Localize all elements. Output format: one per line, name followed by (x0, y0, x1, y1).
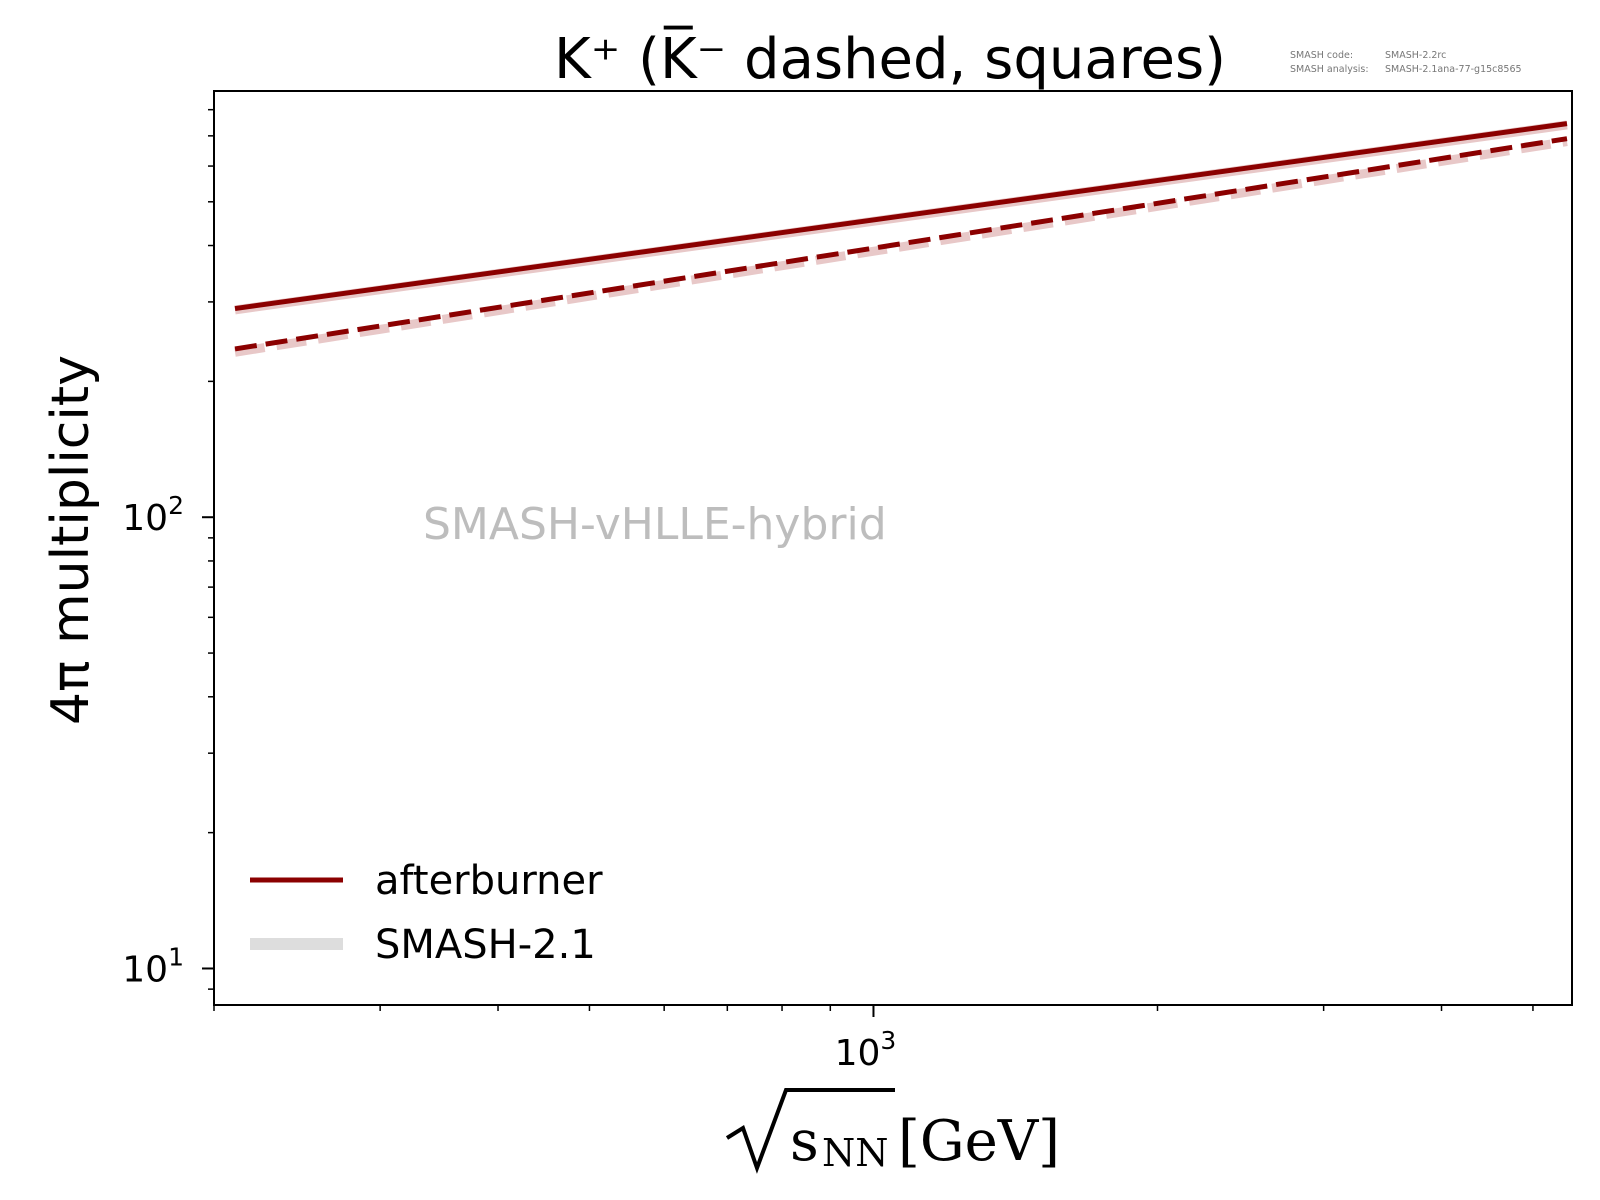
y-tick-label: 102 (122, 491, 184, 539)
y-tick-label-exponent: 2 (168, 491, 184, 520)
y-tick-label-base: 10 (122, 498, 168, 539)
series-line-afterburner-kminus (234, 136, 1568, 352)
x-tick-label-base: 10 (835, 1033, 881, 1074)
x-axis-label-subscript: NN (822, 1131, 889, 1175)
x-axis-label-variable: s (790, 1109, 819, 1174)
series-line-afterburner-kplus (234, 121, 1568, 312)
y-tick-label-base: 10 (122, 949, 168, 990)
version-code-value: SMASH-2.2rc (1385, 50, 1446, 61)
legend: afterburner SMASH-2.1 (250, 858, 603, 968)
y-axis-label: 4π multiplicity (41, 355, 101, 725)
x-tick-label-exponent: 3 (880, 1026, 896, 1055)
plot-area (213, 90, 1573, 1006)
series-line-smash21-kminus (234, 137, 1568, 357)
legend-label-smash21: SMASH-2.1 (375, 922, 596, 968)
chart-title: K⁺ (K̅⁻ dashed, squares) (554, 26, 1226, 92)
watermark-annotation: SMASH-vHLLE-hybrid (423, 499, 887, 550)
version-code-label: SMASH code: (1290, 50, 1353, 61)
series-layer (234, 120, 1568, 357)
x-axis-label: s NN [GeV] (725, 1088, 1060, 1175)
y-axis-label-text: 4π multiplicity (41, 355, 101, 725)
x-axis-label-unit: [GeV] (898, 1109, 1060, 1174)
x-tick-label: 103 (835, 1026, 897, 1074)
version-analysis-label: SMASH analysis: (1290, 64, 1369, 75)
y-tick-label: 101 (122, 942, 184, 990)
legend-label-afterburner: afterburner (375, 858, 603, 904)
sqrt-sign (725, 1088, 895, 1174)
version-analysis-value: SMASH-2.1ana-77-g15c8565 (1385, 64, 1522, 75)
y-tick-label-exponent: 1 (168, 942, 184, 971)
